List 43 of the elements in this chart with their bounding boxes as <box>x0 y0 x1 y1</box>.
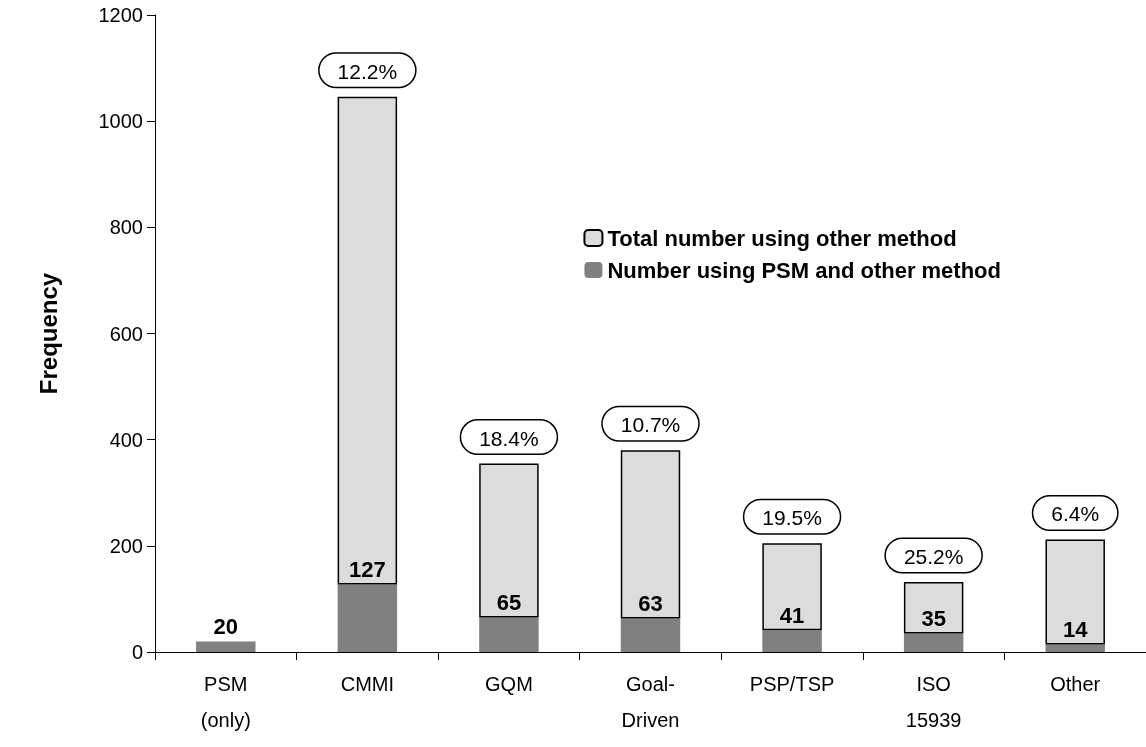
bar <box>762 543 822 631</box>
bar <box>337 96 398 585</box>
data-label: 127 <box>349 557 386 583</box>
x-tick-label: Goal- Driven <box>621 673 680 731</box>
y-tick-label: 200 <box>109 534 143 557</box>
annotation: 18.4% <box>479 426 539 450</box>
annotation: 6.4% <box>1051 502 1100 526</box>
x-tick-label: Other <box>1050 673 1101 695</box>
x-tick-label: GQM <box>485 673 533 695</box>
y-tick-label: 800 <box>109 216 143 239</box>
y-tick-label: 0 <box>131 641 143 663</box>
annotation: 10.7% <box>620 413 681 437</box>
data-label: 14 <box>1062 617 1089 643</box>
bar <box>620 618 681 652</box>
data-label: 63 <box>638 591 663 617</box>
bar <box>1045 539 1105 645</box>
x-tick-label: ISO 15939 <box>905 673 962 731</box>
bar <box>903 633 964 652</box>
data-label: 41 <box>779 602 805 628</box>
data-label: 20 <box>213 613 239 639</box>
bar <box>479 617 539 652</box>
bar <box>762 630 822 652</box>
y-axis-title: Frequency <box>34 272 62 395</box>
x-tick-label: PSM (only) <box>200 673 251 731</box>
bar <box>903 581 964 634</box>
annotation: 12.2% <box>337 59 398 83</box>
x-tick-label: CMMI <box>340 673 395 695</box>
x-tick-label: PSP/TSP <box>749 673 835 695</box>
bar <box>620 450 681 619</box>
legend-label: Total number using other method <box>607 225 957 251</box>
annotation: 25.2% <box>903 544 964 568</box>
bar <box>337 584 398 652</box>
y-tick-label: 400 <box>109 428 143 451</box>
y-tick-label: 1200 <box>98 4 143 26</box>
legend-label: Number using PSM and other method <box>607 257 1002 283</box>
y-tick-label: 1000 <box>98 110 143 133</box>
bar <box>479 463 539 618</box>
bar <box>1045 644 1105 652</box>
data-label: 65 <box>496 590 522 615</box>
annotation: 19.5% <box>762 506 822 530</box>
y-tick-label: 600 <box>109 322 143 345</box>
data-label: 35 <box>921 605 946 631</box>
bar <box>196 641 256 652</box>
